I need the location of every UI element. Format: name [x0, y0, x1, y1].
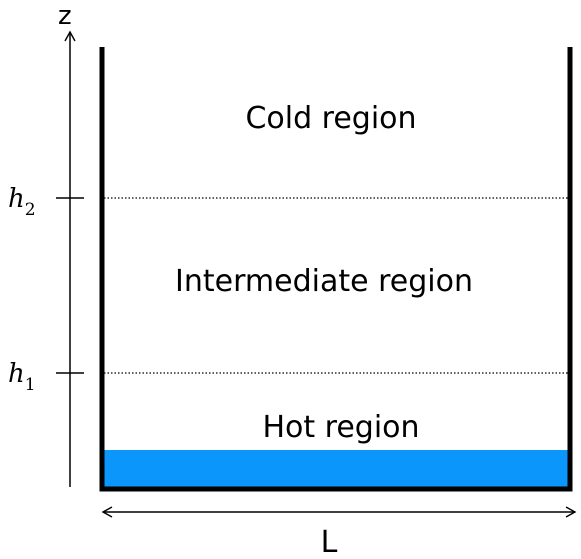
hot-liquid-layer — [104, 450, 568, 487]
cold-region-label: Cold region — [245, 101, 416, 136]
hot-region-label: Hot region — [262, 410, 419, 445]
width-label: L — [321, 525, 338, 559]
h2-label: h2 — [8, 184, 36, 220]
intermediate-region-label: Intermediate region — [175, 264, 473, 299]
container-walls — [99, 47, 573, 492]
h1-label: h1 — [8, 359, 36, 395]
z-axis-label: z — [58, 1, 72, 31]
